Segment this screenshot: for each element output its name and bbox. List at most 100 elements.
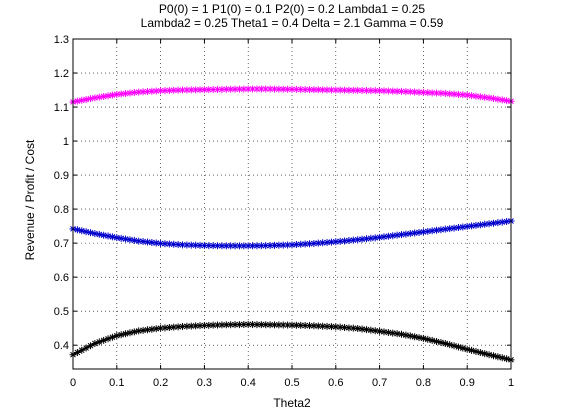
data-point-marker xyxy=(415,334,423,342)
data-point-marker xyxy=(73,348,81,356)
data-point-marker xyxy=(494,219,502,227)
data-point-marker xyxy=(161,87,169,95)
data-point-marker xyxy=(235,85,243,93)
data-point-marker xyxy=(327,86,335,94)
data-point-marker xyxy=(389,232,397,240)
data-point-marker xyxy=(209,321,217,329)
data-point-marker xyxy=(371,87,379,95)
data-point-marker xyxy=(384,87,392,95)
data-point-marker xyxy=(450,224,458,232)
data-point-marker xyxy=(78,346,86,354)
data-point-marker xyxy=(362,87,370,95)
data-point-marker xyxy=(214,321,222,329)
data-point-marker xyxy=(200,242,208,250)
data-point-marker xyxy=(174,86,182,94)
data-point-marker xyxy=(143,88,151,96)
data-point-marker xyxy=(73,97,81,105)
x-tick-label: 0.7 xyxy=(372,377,387,389)
data-point-marker xyxy=(266,242,274,250)
data-point-marker xyxy=(82,344,90,352)
data-point-marker xyxy=(231,321,239,329)
data-point-marker xyxy=(235,242,243,250)
data-point-marker xyxy=(402,230,410,238)
data-point-marker xyxy=(476,221,484,229)
data-point-marker xyxy=(143,326,151,334)
data-point-marker xyxy=(288,321,296,329)
x-tick-label: 0.9 xyxy=(460,377,475,389)
data-point-marker xyxy=(393,330,401,338)
data-point-marker xyxy=(91,339,99,347)
data-point-marker xyxy=(419,228,427,236)
data-point-marker xyxy=(126,236,134,244)
data-point-marker xyxy=(472,92,480,100)
data-point-marker xyxy=(349,236,357,244)
data-point-marker xyxy=(463,345,471,353)
data-point-marker xyxy=(389,87,397,95)
data-point-marker xyxy=(222,85,230,93)
data-point-marker xyxy=(165,323,173,331)
data-point-marker xyxy=(157,87,165,95)
y-tick-label: 0.7 xyxy=(54,238,69,250)
data-point-marker xyxy=(419,334,427,342)
data-point-marker xyxy=(275,321,283,329)
data-point-marker xyxy=(292,241,300,249)
data-point-marker xyxy=(424,335,432,343)
data-point-marker xyxy=(196,86,204,94)
data-point-marker xyxy=(446,341,454,349)
data-point-marker xyxy=(187,322,195,330)
data-point-marker xyxy=(358,235,366,243)
data-point-marker xyxy=(122,90,130,98)
data-point-marker xyxy=(214,242,222,250)
data-point-marker xyxy=(498,96,506,104)
data-point-marker xyxy=(218,242,226,250)
data-point-marker xyxy=(376,327,384,335)
data-point-marker xyxy=(157,239,165,247)
data-point-marker xyxy=(139,88,147,96)
data-point-marker xyxy=(165,240,173,248)
data-point-marker xyxy=(209,86,217,94)
data-point-marker xyxy=(468,222,476,230)
data-point-marker xyxy=(472,221,480,229)
data-point-marker xyxy=(424,89,432,97)
x-tick-labels: 0 0.1 0.2 0.3 0.4 0.5 0.6 0.7 0.8 0.9 1 xyxy=(70,377,514,389)
data-point-marker xyxy=(152,87,160,95)
data-point-marker xyxy=(117,90,125,98)
data-point-marker xyxy=(485,351,493,359)
data-point-marker xyxy=(240,85,248,93)
data-point-marker xyxy=(148,239,156,247)
data-point-marker xyxy=(284,241,292,249)
data-point-marker xyxy=(82,228,90,236)
data-point-marker xyxy=(187,86,195,94)
data-point-marker xyxy=(494,95,502,103)
data-point-marker xyxy=(192,322,200,330)
data-point-marker xyxy=(275,85,283,93)
data-point-marker xyxy=(481,350,489,358)
data-point-marker xyxy=(122,330,130,338)
data-point-marker xyxy=(358,325,366,333)
data-point-marker xyxy=(165,86,173,94)
data-point-marker xyxy=(494,353,502,361)
data-point-marker xyxy=(95,230,103,238)
tick-marks xyxy=(72,38,512,369)
data-point-marker xyxy=(218,321,226,329)
data-point-marker xyxy=(476,349,484,357)
data-point-marker xyxy=(104,232,112,240)
x-tick-label: 0.2 xyxy=(153,377,168,389)
data-point-marker xyxy=(126,89,134,97)
series-2 xyxy=(69,320,515,364)
data-point-marker xyxy=(314,239,322,247)
data-point-marker xyxy=(437,226,445,234)
data-point-marker xyxy=(498,218,506,226)
data-point-marker xyxy=(297,321,305,329)
data-point-marker xyxy=(319,239,327,247)
data-point-marker xyxy=(187,241,195,249)
data-point-marker xyxy=(341,323,349,331)
data-point-marker xyxy=(91,94,99,102)
data-point-marker xyxy=(200,86,208,94)
data-point-marker xyxy=(332,86,340,94)
data-point-marker xyxy=(108,91,116,99)
x-tick-label: 0.1 xyxy=(109,377,124,389)
data-point-marker xyxy=(341,237,349,245)
data-point-marker xyxy=(485,94,493,102)
data-point-marker xyxy=(402,88,410,96)
